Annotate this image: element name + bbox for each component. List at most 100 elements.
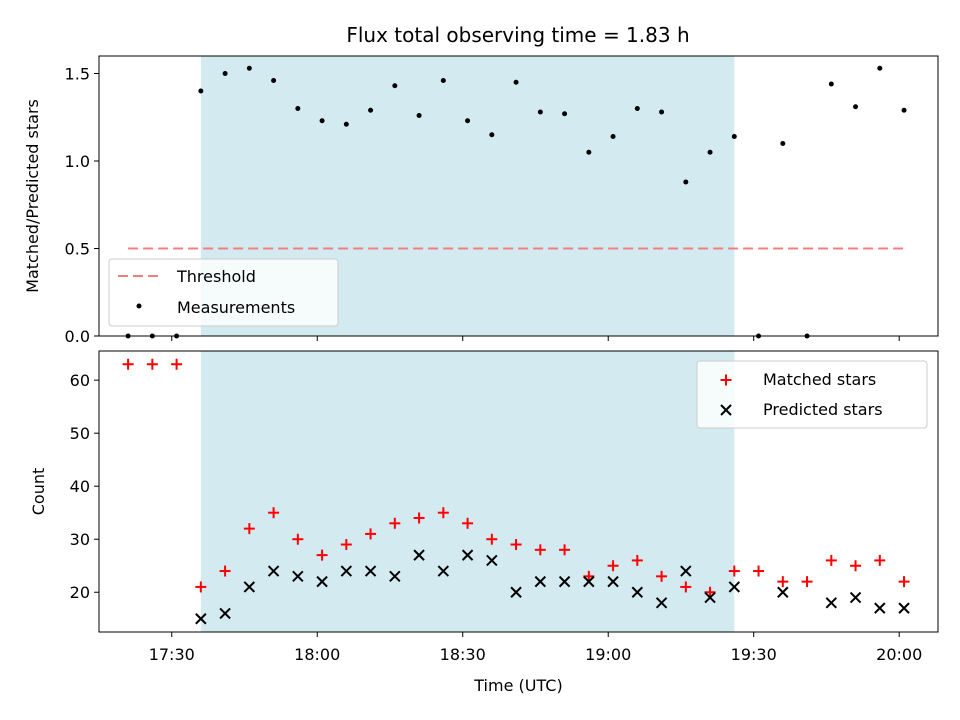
matched-star-point (801, 576, 813, 588)
measurement-point (901, 107, 907, 113)
matched-star-point (292, 533, 304, 545)
matched-star-point (583, 570, 595, 582)
matched-star-point (510, 539, 522, 551)
y-tick-label: 40 (70, 477, 90, 496)
measurement-point (877, 65, 883, 71)
measurement-point (246, 65, 252, 71)
y-tick-label: 30 (70, 530, 90, 549)
measurement-point (659, 109, 665, 115)
y-tick-label: 1.0 (65, 152, 90, 171)
legend-measurements-label: Measurements (177, 298, 295, 317)
y-tick-label: 0.5 (65, 240, 90, 259)
matched-star-point (316, 549, 328, 561)
measurement-points (125, 65, 907, 339)
predicted-star-point (825, 597, 838, 609)
measurement-point (537, 109, 543, 115)
measurement-point (683, 179, 689, 185)
x-tick-label: 19:00 (585, 645, 631, 664)
star-count-points (122, 358, 910, 625)
measurement-point (562, 111, 568, 117)
predicted-star-point (558, 575, 571, 588)
y-tick-label: 0.0 (65, 327, 90, 346)
matched-star-point (389, 517, 401, 529)
predicted-star-point (898, 602, 910, 614)
predicted-star-point (728, 581, 741, 593)
y-tick-label: 20 (70, 583, 90, 602)
predicted-star-point (777, 586, 789, 598)
predicted-star-point (243, 581, 256, 593)
matched-star-point (365, 528, 377, 540)
matched-star-point (825, 554, 837, 566)
measurement-point (853, 104, 859, 110)
predicted-star-point (631, 586, 644, 598)
predicted-star-point (607, 575, 619, 588)
lower-legend-box (696, 360, 928, 429)
measurement-point (586, 149, 592, 155)
predicted-star-point (704, 591, 716, 604)
x-axis-label: Time (UTC) (473, 676, 562, 695)
upper-y-axis: 0.0 0.5 1.0 1.5 (65, 65, 99, 346)
legend-predicted-swatch (720, 404, 732, 416)
predicted-star-point (340, 565, 353, 577)
measurement-point (465, 118, 471, 124)
measurement-point (440, 78, 446, 83)
lower-y-axis-label: Count (29, 468, 48, 516)
measurement-point (392, 83, 398, 89)
predicted-star-point (316, 575, 328, 588)
matched-star-point (462, 517, 474, 529)
matched-star-point (704, 586, 716, 598)
matched-star-point (171, 358, 183, 370)
predicted-star-point (583, 575, 595, 588)
legend-x-mark (720, 404, 732, 416)
predicted-star-point (680, 565, 692, 577)
predicted-star-point (364, 565, 377, 577)
measurement-point (731, 134, 737, 139)
matched-star-point (874, 554, 886, 566)
matched-star-point (437, 507, 449, 519)
matched-star-point (486, 533, 498, 545)
observing-span-bottom (200, 351, 735, 632)
upper-panel-frame (98, 55, 939, 337)
measurement-point (634, 106, 640, 111)
lower-legend: Matched stars Predicted stars (696, 360, 928, 429)
matched-star-point (728, 565, 740, 577)
upper-panel: 0.0 0.5 1.0 1.5 Matched/Predicted stars Thr… (23, 55, 939, 346)
predicted-star-point (655, 597, 668, 609)
matched-star-point (243, 523, 255, 535)
chart-title: Flux total observing time = 1.83 h (346, 23, 689, 47)
x-tick-label: 18:30 (440, 645, 486, 664)
upper-y-axis-label: Matched/Predicted stars (23, 99, 42, 293)
x-tick-label: 18:00 (294, 645, 340, 664)
measurement-point (222, 71, 228, 76)
matched-star-point (340, 539, 352, 551)
legend-matched-label: Matched stars (763, 370, 876, 389)
predicted-star-point (510, 586, 522, 598)
x-tick-label: 17:30 (149, 645, 195, 664)
x-tick-label: 20:00 (876, 645, 922, 664)
predicted-star-point (267, 565, 280, 577)
measurement-point (343, 121, 349, 127)
y-tick-label: 1.5 (65, 65, 90, 84)
measurement-point (610, 134, 616, 139)
measurement-point (828, 81, 834, 87)
predicted-star-point (389, 570, 401, 583)
matched-star-point (122, 358, 134, 370)
matched-star-point (898, 576, 910, 588)
upper-legend-box (108, 258, 339, 327)
lower-x-axis: 17:30 18:00 18:30 19:00 19:30 20:00 (149, 632, 922, 664)
matched-star-point (631, 554, 643, 566)
matched-star-point (268, 507, 280, 519)
measurement-point (489, 132, 495, 138)
measurement-point (319, 118, 325, 124)
legend-matched-swatch (720, 374, 732, 386)
x-tick-label: 19:30 (731, 645, 777, 664)
predicted-star-point (437, 565, 450, 577)
matched-star-point (607, 560, 619, 572)
measurement-point (707, 149, 713, 155)
predicted-star-point (486, 554, 498, 567)
lower-y-axis: 20 30 40 50 60 (70, 371, 99, 602)
legend-measurements-swatch (136, 303, 142, 309)
measurement-point (271, 78, 277, 83)
predicted-star-point (849, 591, 862, 604)
